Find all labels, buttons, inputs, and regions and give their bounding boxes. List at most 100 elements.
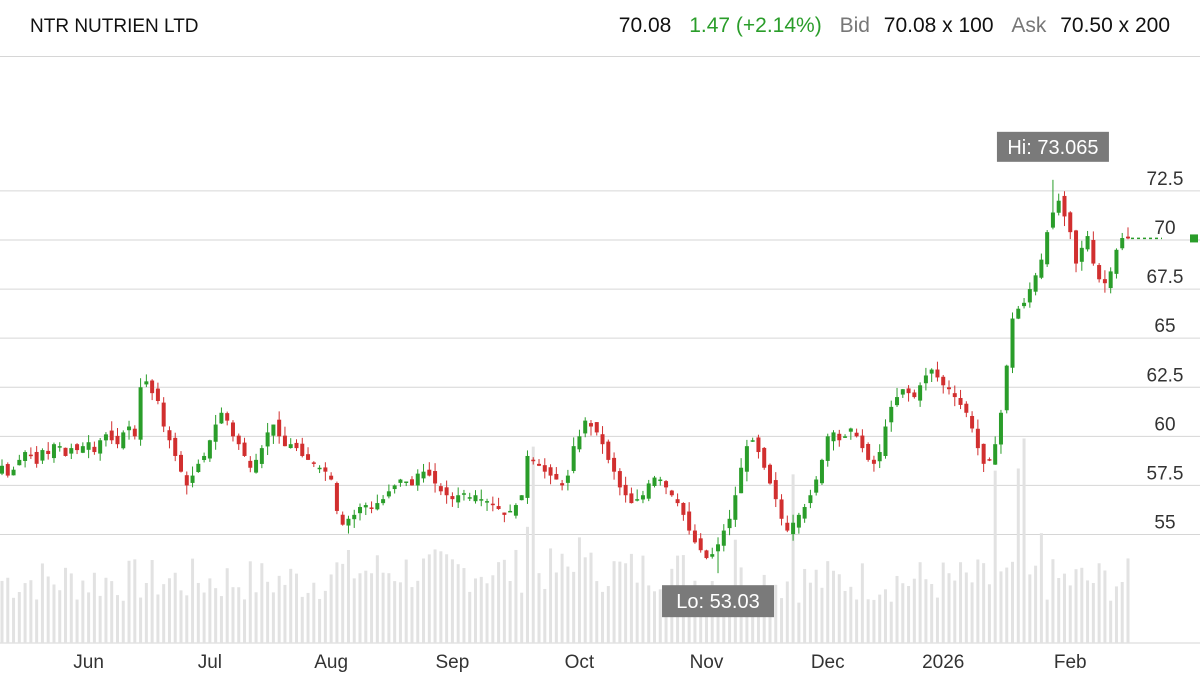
candle-body: [941, 376, 946, 386]
candle-body: [363, 505, 368, 508]
volume-bar: [728, 592, 732, 643]
volume-bar: [370, 573, 374, 643]
volume-bar: [560, 553, 564, 643]
volume-bar: [745, 596, 749, 643]
volume-bar: [629, 553, 633, 643]
volume-bar: [1097, 563, 1101, 643]
candle-body: [34, 451, 39, 464]
volume-bar: [23, 583, 27, 643]
candle-body: [40, 450, 45, 461]
volume-bar: [294, 573, 298, 643]
candle-body: [900, 389, 905, 395]
candle-body: [438, 486, 443, 492]
candle-body: [721, 530, 726, 546]
bid-label: Bid: [839, 14, 870, 37]
volume-bar: [69, 573, 73, 643]
candle-body: [652, 477, 657, 486]
candle-body: [1085, 236, 1090, 250]
candle-body: [704, 550, 709, 559]
volume-bar: [17, 592, 21, 643]
volume-bar: [358, 573, 362, 643]
x-tick-label: Feb: [1054, 652, 1087, 673]
candle-body: [883, 426, 888, 456]
volume-bar: [566, 566, 570, 643]
candle-body: [560, 483, 565, 486]
volume-bar: [641, 555, 645, 643]
candle-body: [63, 447, 68, 456]
volume-bar: [976, 559, 980, 643]
candle-body: [242, 442, 247, 456]
volume-bar: [473, 578, 477, 643]
candle-body: [1039, 259, 1044, 278]
volume-bar: [889, 601, 893, 643]
volume-bar: [924, 579, 928, 643]
candle-body: [317, 467, 322, 470]
volume-bar: [843, 590, 847, 643]
candle-body: [225, 413, 230, 421]
volume-bar: [1068, 585, 1072, 643]
ask-value: 70.50 x 200: [1060, 14, 1170, 37]
y-tick-label: 72.5: [1147, 169, 1184, 190]
volume-bar: [1005, 567, 1009, 643]
candle-body: [259, 448, 264, 464]
volume-bar: [658, 589, 662, 643]
volume-bar: [312, 582, 316, 643]
candle-body: [0, 465, 4, 474]
volume-bar: [462, 568, 466, 643]
candle-body: [1108, 271, 1113, 289]
volume-bar: [751, 595, 755, 643]
low-label-box: [662, 585, 775, 618]
candle-body: [375, 503, 380, 510]
candle-body: [548, 467, 553, 476]
candle-body: [744, 446, 749, 472]
candle-body: [1062, 195, 1067, 217]
candle-body: [854, 432, 859, 437]
candle-body: [1120, 238, 1125, 249]
candle-body: [946, 387, 951, 390]
candle-body: [640, 495, 645, 500]
candle-body: [392, 485, 397, 490]
bid-value: 70.08 x 100: [883, 14, 994, 37]
candle-body: [236, 435, 241, 445]
candle-body: [17, 459, 22, 466]
volume-bar: [104, 577, 108, 643]
candle-body: [346, 518, 351, 526]
volume-bar: [404, 559, 408, 643]
candle-body: [537, 463, 542, 466]
volume-bar: [1080, 567, 1084, 643]
volume-bar: [52, 584, 56, 643]
volume-bar: [121, 600, 125, 643]
candle-body: [716, 544, 721, 552]
volume-bar: [502, 559, 506, 643]
candle-body: [306, 454, 311, 460]
candle-body: [831, 432, 836, 442]
volume-bar: [664, 592, 668, 643]
price-chart[interactable]: 72.5 70 67.5 65 62.5 60 57.5 55 Hi: 73.065 Lo: 53…: [0, 56, 1200, 675]
candle-body: [935, 369, 940, 378]
volume-bar: [0, 580, 4, 643]
candle-body: [508, 510, 513, 513]
volume-bar: [410, 587, 414, 643]
volume-bar: [214, 588, 218, 643]
volume-bar: [485, 583, 489, 643]
candle-body: [866, 443, 871, 460]
volume-bar: [87, 592, 91, 643]
volume-bar: [456, 564, 460, 643]
candle-body: [796, 514, 801, 528]
candle-body: [103, 434, 108, 441]
candle-body: [635, 499, 640, 501]
candle-body: [311, 462, 316, 464]
volume-bar: [572, 571, 576, 643]
volume-bar: [612, 561, 616, 643]
candle-body: [173, 437, 178, 456]
volume-bar: [323, 590, 327, 643]
volume-bar: [127, 560, 131, 643]
y-tick-label: 55: [1154, 513, 1175, 534]
candle-body: [196, 463, 201, 473]
ask-label: Ask: [1011, 14, 1047, 37]
volume-bar: [433, 549, 437, 643]
candle-body: [964, 403, 969, 413]
candle-body: [80, 446, 85, 453]
volume-bar: [1091, 583, 1095, 643]
candle-body: [970, 415, 975, 429]
